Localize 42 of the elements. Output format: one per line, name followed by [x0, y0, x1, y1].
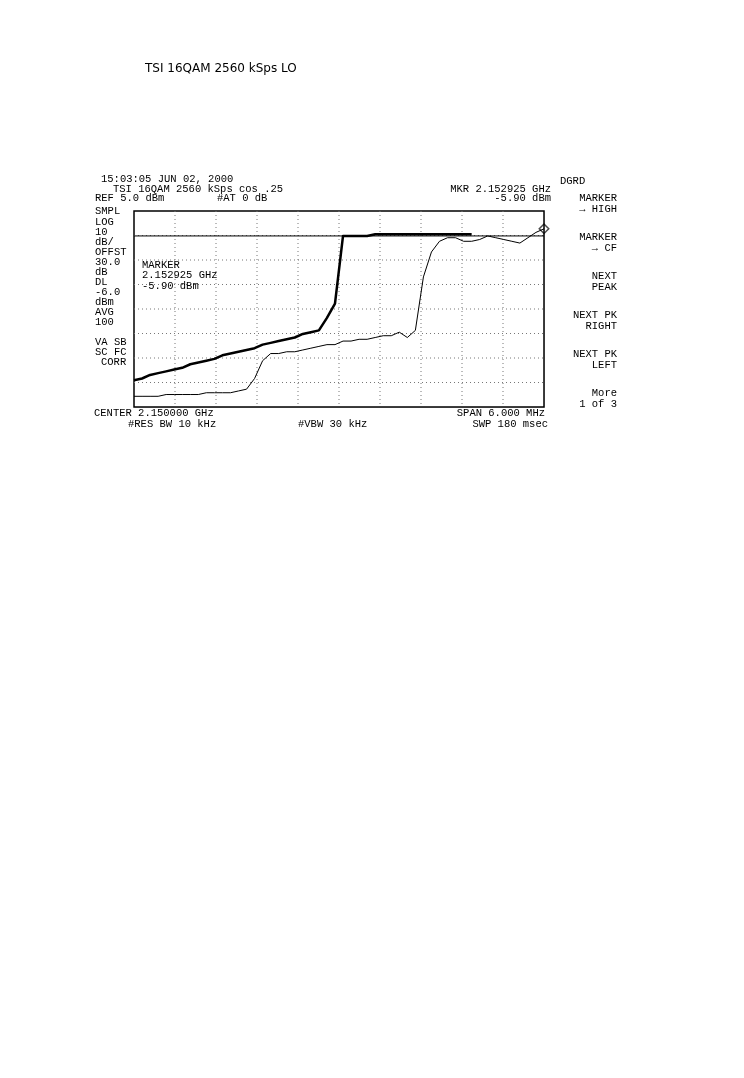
text: DL	[95, 276, 108, 288]
text: OFFST	[95, 246, 127, 258]
text: MKR 2.152925 GHz	[450, 183, 551, 195]
text: PEAK	[591, 281, 618, 293]
text: CORR	[101, 356, 127, 368]
text: 100	[95, 316, 114, 328]
text: AVG	[95, 306, 114, 318]
text: #AT 0 dB	[217, 192, 268, 204]
text: → CF	[591, 242, 617, 254]
annotation: MARKER	[142, 259, 181, 271]
text: NEXT PK	[572, 348, 618, 360]
text: RIGHT	[585, 320, 617, 332]
text: 10	[95, 226, 108, 238]
text: SC FC	[95, 346, 127, 358]
text: dBm	[95, 296, 114, 308]
text: dB/	[95, 236, 114, 248]
text: SWP 180 msec	[472, 418, 548, 430]
text: LOG	[95, 216, 114, 228]
annotation: -5.90 dBm	[142, 280, 199, 292]
text: More	[591, 387, 617, 399]
text: 1 of 3	[579, 398, 617, 410]
text: dB	[95, 266, 108, 278]
text: SMPL	[95, 205, 121, 217]
text: DGRD	[560, 175, 586, 187]
text: MARKER	[579, 192, 618, 204]
chart-title: TSI 16QAM 2560 kSps LO	[144, 61, 297, 75]
text: NEXT PK	[572, 309, 618, 321]
text: #VBW 30 kHz	[298, 418, 368, 430]
text: REF 5.0 dBm	[95, 192, 165, 204]
text: 15:03:05 JUN 02, 2000	[101, 173, 234, 185]
text: -6.0	[95, 286, 121, 298]
text: → HIGH	[579, 203, 617, 215]
text: CENTER 2.150000 GHz	[94, 407, 214, 419]
text: MARKER	[579, 231, 618, 243]
text: SPAN 6.000 MHz	[456, 407, 545, 419]
text: LEFT	[591, 359, 617, 371]
text: #RES BW 10 kHz	[128, 418, 217, 430]
text: 30.0	[95, 256, 121, 268]
text: -5.90 dBm	[494, 192, 551, 204]
text: VA SB	[95, 336, 127, 348]
text: NEXT	[591, 270, 617, 282]
annotation: 2.152925 GHz	[142, 269, 218, 281]
